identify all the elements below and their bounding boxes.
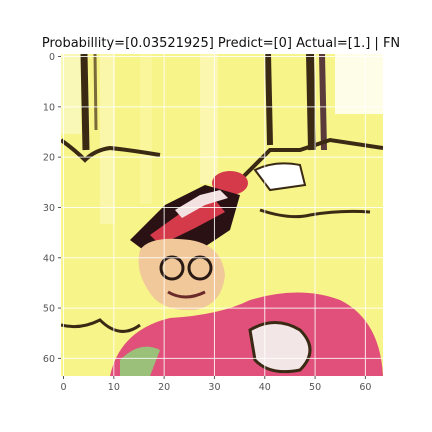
image-stripe: [61, 54, 81, 134]
image-stripe: [140, 54, 152, 204]
image-line: [238, 137, 383, 182]
tick-layer: 0 10 20 30 40 50 60 0 10 20 30 40 50 60: [43, 52, 372, 393]
x-tick-label: 50: [309, 382, 321, 393]
y-tick-label: 60: [43, 354, 55, 365]
y-tick-label: 10: [43, 102, 55, 113]
image-line: [61, 318, 141, 333]
image-plot: [61, 54, 383, 376]
grid-layer: [61, 54, 383, 376]
image-glasses-right: [187, 255, 213, 281]
chart-title: Probabillity=[0.03521925] Predict=[0] Ac…: [42, 36, 400, 51]
image-hat-stripe: [150, 200, 225, 245]
image-stripe: [335, 54, 383, 114]
image-line: [93, 54, 98, 131]
image-line: [259, 208, 371, 219]
image-line: [319, 54, 327, 151]
x-tick-label: 20: [158, 382, 170, 393]
y-tick-label: 20: [43, 153, 55, 164]
image-line: [61, 138, 161, 163]
image-shirt-detail: [120, 346, 160, 376]
image-axes: 0 10 20 30 40 50 60 0 10 20 30 40 50 60: [43, 52, 383, 393]
x-tick-label: 60: [359, 382, 371, 393]
y-tick-label: 30: [43, 203, 55, 214]
image-line: [265, 54, 273, 146]
image-stripe: [200, 54, 218, 184]
image-shirt-detail: [248, 321, 312, 374]
y-tick-label: 0: [49, 52, 55, 63]
image-mouth: [167, 290, 206, 299]
x-tick-label: 40: [259, 382, 271, 393]
image-line: [80, 54, 90, 151]
x-tick-label: 30: [208, 382, 220, 393]
image-stripe: [100, 54, 115, 224]
x-tick-label: 10: [108, 382, 120, 393]
x-tick-label: 0: [60, 382, 66, 393]
image-hat-pompom: [212, 171, 248, 195]
image-hand: [253, 162, 307, 192]
image-glasses-left: [159, 255, 185, 281]
y-tick-label: 40: [43, 253, 55, 264]
y-tick-label: 50: [43, 304, 55, 315]
image-line: [306, 54, 316, 151]
